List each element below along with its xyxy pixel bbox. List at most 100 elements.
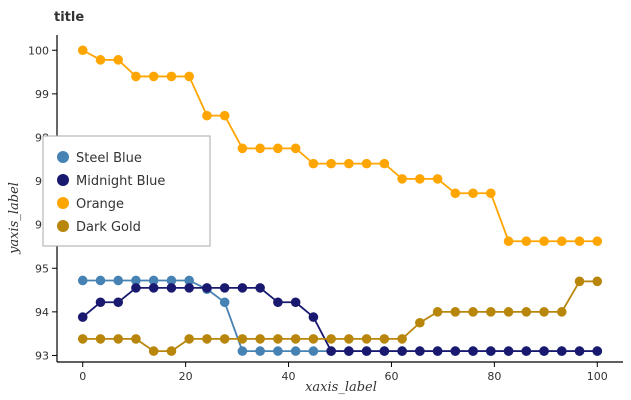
data-point-dark-gold — [219, 334, 230, 344]
y-tick-label: 94 — [35, 306, 49, 319]
data-point-midnight-blue — [326, 346, 336, 356]
data-point-midnight-blue — [237, 283, 248, 293]
legend-marker-dark-gold — [57, 220, 69, 232]
data-point-midnight-blue — [131, 283, 141, 293]
data-point-steel-blue — [148, 275, 159, 286]
data-point-dark-gold — [539, 307, 549, 317]
data-point-steel-blue — [273, 346, 283, 356]
data-point-midnight-blue — [202, 283, 212, 293]
data-point-midnight-blue — [219, 283, 230, 293]
series-line-dark-gold — [82, 280, 598, 353]
data-point-orange — [290, 143, 301, 154]
data-point-orange — [450, 188, 461, 199]
data-point-dark-gold — [290, 334, 301, 344]
data-point-midnight-blue — [77, 312, 88, 322]
data-point-orange — [255, 143, 265, 154]
data-point-dark-gold — [95, 334, 106, 344]
legend-label-dark-gold: Dark Gold — [76, 220, 141, 235]
data-point-dark-gold — [556, 307, 567, 317]
y-tick-label: 95 — [35, 262, 49, 275]
data-point-midnight-blue — [397, 346, 407, 356]
data-point-orange — [148, 71, 159, 82]
data-point-dark-gold — [202, 334, 212, 344]
y-axis-title: yaxis_label — [7, 182, 22, 255]
data-point-orange — [361, 158, 372, 169]
legend-box — [42, 135, 211, 247]
data-point-orange — [77, 45, 88, 56]
legend-marker-midnight-blue — [57, 174, 69, 186]
data-point-midnight-blue — [290, 297, 301, 308]
data-point-midnight-blue — [468, 346, 478, 356]
data-point-dark-gold — [326, 334, 336, 344]
data-point-orange — [344, 158, 354, 169]
data-point-midnight-blue — [486, 346, 496, 356]
data-point-orange — [503, 236, 514, 247]
x-tick-label: 0 — [79, 370, 86, 383]
data-point-midnight-blue — [432, 346, 443, 356]
y-tick-label: 100 — [28, 44, 49, 57]
data-point-midnight-blue — [148, 283, 159, 293]
legend-label-steel-blue: Steel Blue — [76, 151, 142, 166]
data-point-midnight-blue — [344, 346, 354, 356]
data-point-midnight-blue — [113, 297, 124, 308]
data-point-orange — [308, 158, 319, 169]
x-tick-label: 60 — [384, 370, 398, 383]
data-point-dark-gold — [308, 334, 319, 344]
data-point-dark-gold — [361, 334, 372, 344]
data-point-orange — [166, 71, 177, 82]
data-point-steel-blue — [219, 297, 230, 308]
series-line-steel-blue — [82, 279, 598, 353]
data-point-midnight-blue — [308, 312, 319, 322]
y-tick-label: 99 — [35, 88, 49, 101]
legend-label-orange: Orange — [76, 197, 124, 212]
data-point-midnight-blue — [361, 346, 372, 356]
data-point-dark-gold — [592, 276, 603, 287]
data-point-steel-blue — [255, 346, 265, 356]
data-point-dark-gold — [77, 334, 88, 344]
data-point-dark-gold — [113, 334, 124, 344]
data-point-orange — [592, 236, 603, 247]
data-point-dark-gold — [148, 346, 159, 356]
y-tick-label: 93 — [35, 349, 49, 362]
data-point-orange — [468, 188, 478, 199]
data-point-orange — [131, 71, 141, 82]
data-point-midnight-blue — [95, 297, 106, 308]
data-point-orange — [95, 55, 106, 65]
data-point-steel-blue — [113, 275, 124, 286]
data-point-orange — [574, 236, 585, 247]
data-point-steel-blue — [308, 346, 319, 356]
data-point-orange — [379, 158, 390, 169]
data-point-dark-gold — [131, 334, 141, 344]
data-point-midnight-blue — [184, 283, 194, 293]
data-point-dark-gold — [521, 307, 532, 317]
data-point-dark-gold — [503, 307, 514, 317]
data-point-dark-gold — [166, 346, 177, 356]
data-point-orange — [113, 55, 124, 65]
data-point-midnight-blue — [273, 297, 283, 308]
data-point-midnight-blue — [379, 346, 390, 356]
data-point-steel-blue — [184, 275, 194, 286]
data-point-orange — [184, 71, 194, 82]
data-point-orange — [539, 236, 549, 247]
data-point-midnight-blue — [521, 346, 532, 356]
data-point-orange — [326, 158, 336, 169]
data-point-midnight-blue — [415, 346, 425, 356]
data-point-dark-gold — [255, 334, 265, 344]
data-point-steel-blue — [77, 275, 88, 286]
data-point-orange — [397, 174, 407, 184]
chart-title: title — [54, 10, 84, 25]
data-point-dark-gold — [273, 334, 283, 344]
data-point-dark-gold — [468, 307, 478, 317]
data-point-midnight-blue — [556, 346, 567, 356]
data-point-orange — [556, 236, 567, 247]
legend-label-midnight-blue: Midnight Blue — [76, 174, 165, 189]
data-point-steel-blue — [237, 346, 248, 356]
data-point-orange — [219, 110, 230, 121]
data-point-orange — [237, 143, 248, 154]
data-point-dark-gold — [432, 307, 443, 317]
data-point-orange — [415, 174, 425, 184]
data-point-dark-gold — [397, 334, 407, 344]
data-point-dark-gold — [344, 334, 354, 344]
data-point-midnight-blue — [503, 346, 514, 356]
